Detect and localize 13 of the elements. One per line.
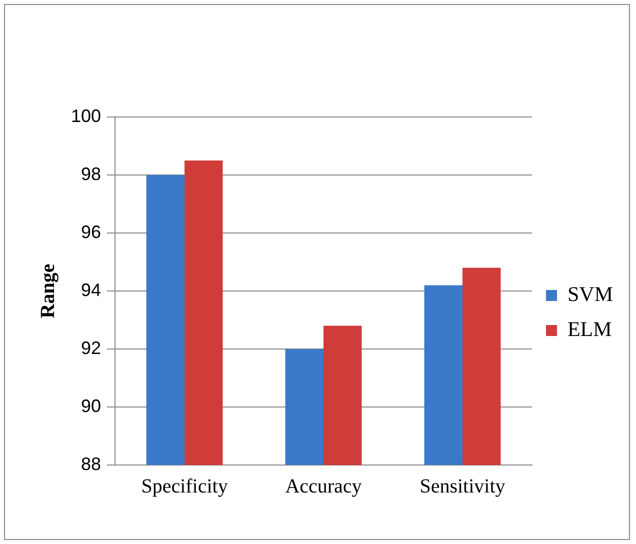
y-tick-label: 90 <box>81 396 102 416</box>
y-tick-label: 98 <box>81 164 102 184</box>
y-tick-label: 92 <box>81 338 102 358</box>
legend-label: SVM <box>567 282 614 306</box>
x-tick-label: Sensitivity <box>420 475 506 498</box>
x-tick-label: Specificity <box>141 475 228 498</box>
legend-label: ELM <box>567 317 612 342</box>
x-tick-label: Accuracy <box>285 475 362 498</box>
y-tick-label: 94 <box>81 280 102 300</box>
y-tick-label: 96 <box>81 222 102 242</box>
y-axis-title: Range <box>37 264 60 318</box>
y-tick-label: 100 <box>70 106 102 126</box>
y-tick-label: 88 <box>81 454 102 474</box>
